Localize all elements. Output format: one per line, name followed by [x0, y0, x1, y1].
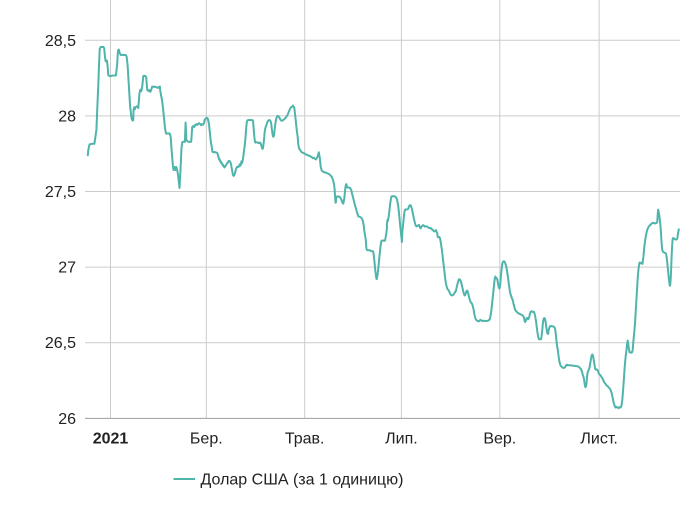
svg-text:26,5: 26,5: [45, 335, 76, 352]
svg-text:27: 27: [58, 260, 76, 277]
svg-text:2021: 2021: [93, 431, 129, 448]
svg-text:Лист.: Лист.: [580, 431, 617, 448]
svg-text:Долар США (за 1 одиницю): Долар США (за 1 одиницю): [201, 472, 404, 489]
svg-text:Бер.: Бер.: [190, 431, 223, 448]
svg-text:Лип.: Лип.: [385, 431, 418, 448]
svg-text:28,5: 28,5: [45, 33, 76, 50]
svg-text:Трав.: Трав.: [285, 431, 325, 448]
svg-text:26: 26: [58, 411, 76, 428]
svg-text:27,5: 27,5: [45, 184, 76, 201]
svg-text:Вер.: Вер.: [483, 431, 516, 448]
svg-text:28: 28: [58, 108, 76, 125]
